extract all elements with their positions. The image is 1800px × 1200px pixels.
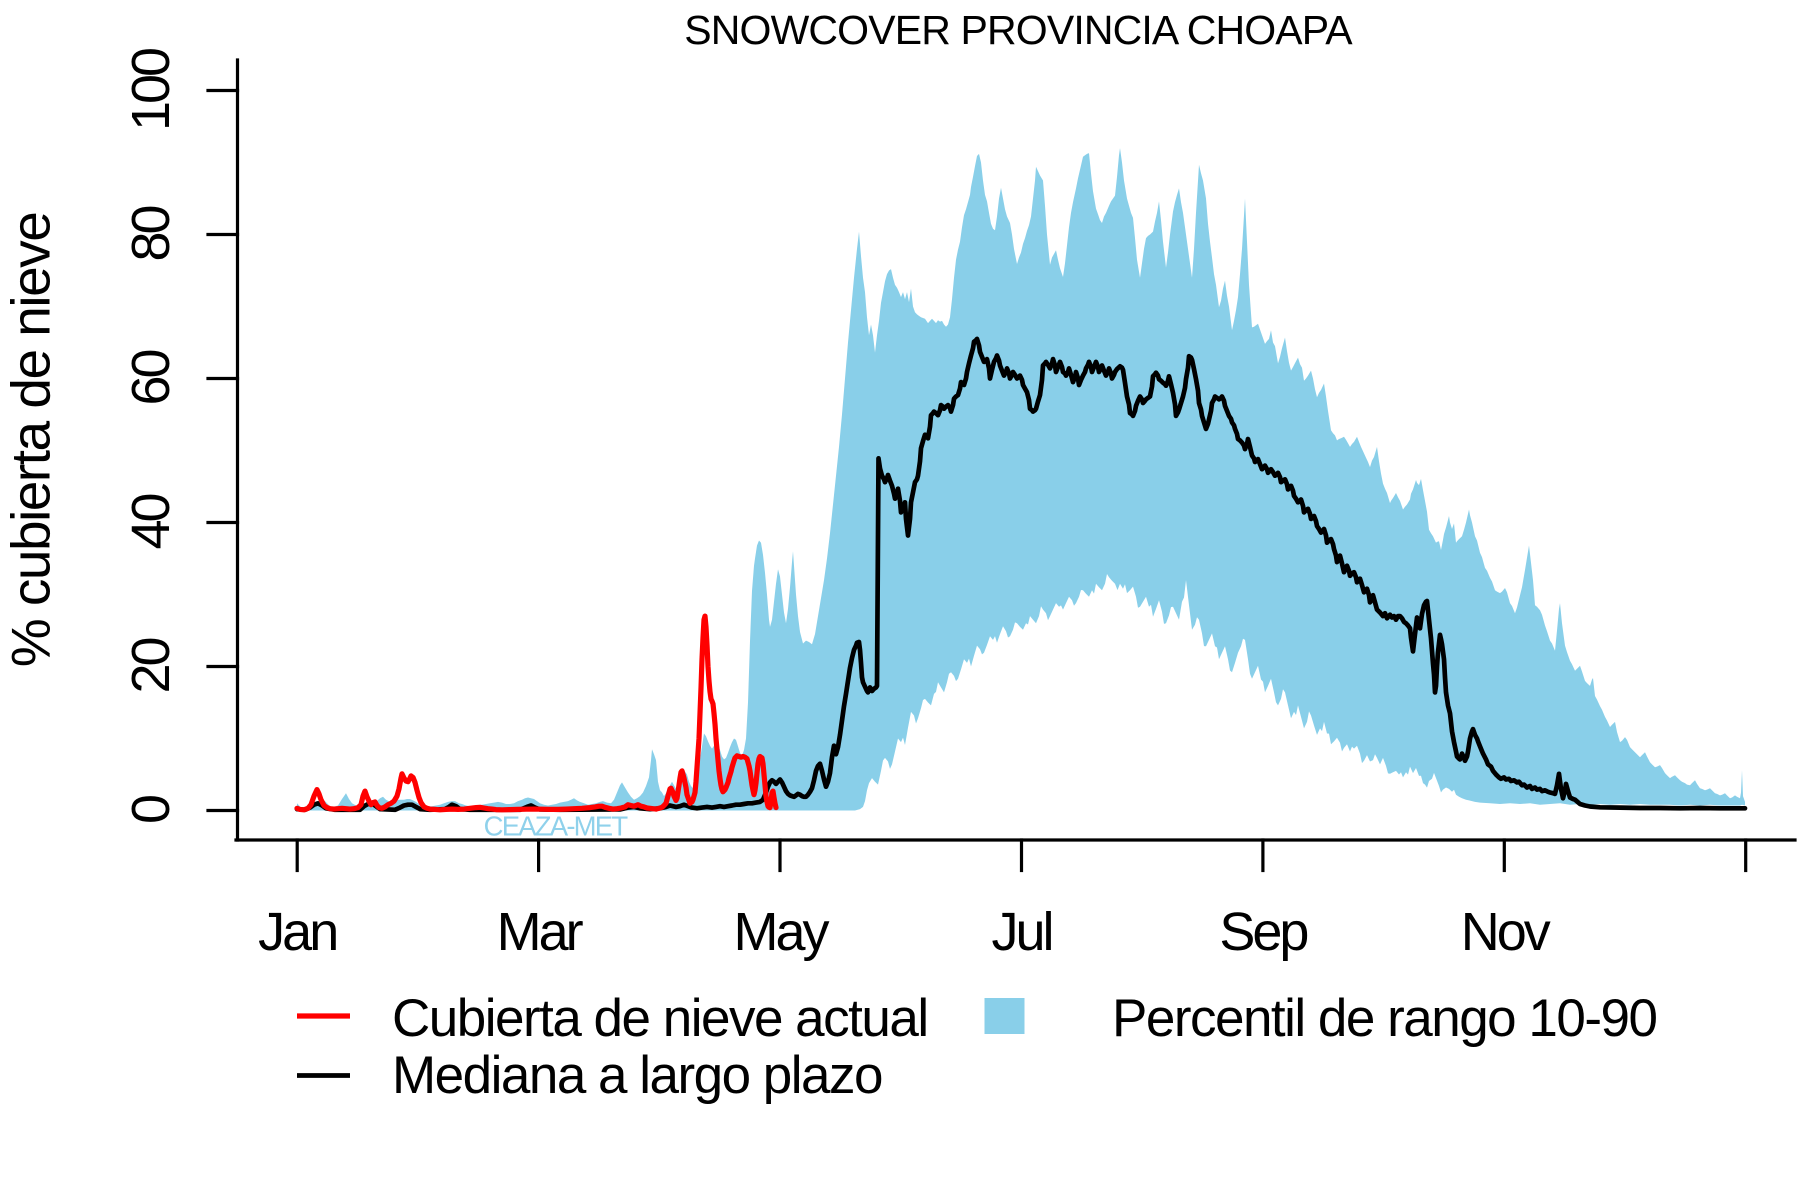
svg-text:May: May	[733, 902, 829, 962]
svg-text:SNOWCOVER PROVINCIA CHOAPA: SNOWCOVER PROVINCIA CHOAPA	[684, 7, 1353, 53]
svg-text:Jul: Jul	[991, 902, 1051, 962]
svg-text:80: 80	[121, 207, 181, 262]
svg-text:40: 40	[121, 495, 181, 550]
svg-text:Mediana a largo plazo: Mediana a largo plazo	[392, 1046, 882, 1105]
svg-text:CEAZA-MET: CEAZA-MET	[484, 811, 629, 842]
svg-text:Percentil de rango 10-90: Percentil de rango 10-90	[1112, 989, 1656, 1048]
svg-text:Mar: Mar	[497, 902, 584, 962]
svg-text:60: 60	[121, 351, 181, 406]
svg-text:Cubierta de nieve actual: Cubierta de nieve actual	[392, 989, 928, 1048]
svg-text:Jan: Jan	[258, 902, 336, 962]
svg-text:20: 20	[121, 639, 181, 694]
svg-text:0: 0	[121, 796, 181, 824]
svg-text:100: 100	[121, 49, 181, 131]
svg-text:Sep: Sep	[1219, 902, 1307, 962]
svg-text:Nov: Nov	[1461, 902, 1551, 962]
svg-text:% cubierta de nieve: % cubierta de nieve	[0, 213, 62, 668]
